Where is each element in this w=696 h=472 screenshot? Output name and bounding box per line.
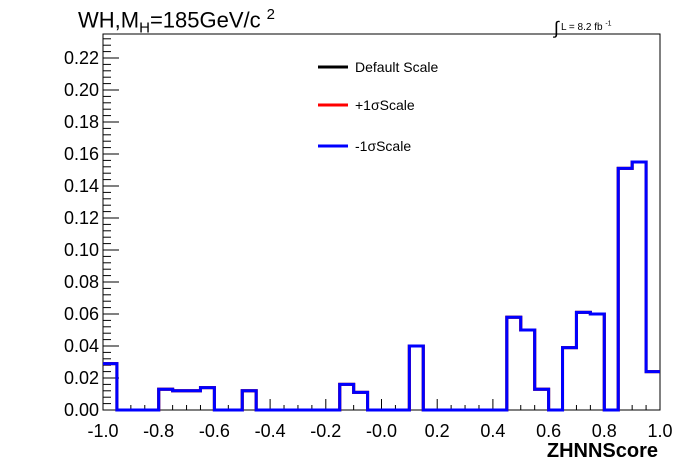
axis-ticks: -1.0 -0.8 -0.6 -0.4 -0.2 -0.0 0.2 0.4 0.6 0.8 1.0 0… [64, 38, 673, 441]
y-tick-label: 0.06 [64, 304, 99, 324]
plot-frame [102, 33, 661, 411]
y-tick-label: 0.00 [64, 400, 99, 420]
x-tick-label: -0.4 [255, 421, 286, 441]
x-tick-label: -0.0 [366, 421, 397, 441]
legend-label: -1σScale [355, 138, 411, 154]
x-tick-label: 0.2 [425, 421, 450, 441]
x-tick-label: 0.6 [536, 421, 561, 441]
y-tick-label: 0.04 [64, 336, 99, 356]
series-group [103, 160, 660, 412]
y-tick-label: 0.08 [64, 272, 99, 292]
x-tick-label: -0.6 [199, 421, 230, 441]
x-axis-title: ZHNNScore [546, 440, 658, 462]
y-tick-label: 0.20 [64, 80, 99, 100]
plot-title: WH,MH=185GeV/c 2 [78, 6, 275, 37]
y-tick-label: 0.14 [64, 176, 99, 196]
x-tick-label: 1.0 [647, 421, 672, 441]
y-tick-label: 0.16 [64, 144, 99, 164]
luminosity-label: ∫ L = 8.2 fb -1 [554, 18, 612, 38]
histogram-series-line [103, 160, 660, 412]
y-tick-label: 0.02 [64, 368, 99, 388]
histogram-series-line [103, 160, 660, 412]
x-tick-label: -0.2 [310, 421, 341, 441]
integral-sign: ∫ [554, 18, 559, 38]
x-tick-label: -1.0 [87, 421, 118, 441]
histogram-series-line [103, 160, 660, 412]
y-tick-label: 0.10 [64, 240, 99, 260]
x-tick-label: -0.8 [143, 421, 174, 441]
y-tick-label: 0.12 [64, 208, 99, 228]
x-tick-label: 0.8 [592, 421, 617, 441]
x-tick-label: 0.4 [480, 421, 505, 441]
legend-label: +1σScale [355, 97, 415, 113]
legend-label: Default Scale [355, 59, 438, 75]
y-tick-label: 0.18 [64, 112, 99, 132]
legend: Default Scale +1σScale -1σScale [318, 59, 438, 154]
y-tick-label: 0.22 [64, 48, 99, 68]
